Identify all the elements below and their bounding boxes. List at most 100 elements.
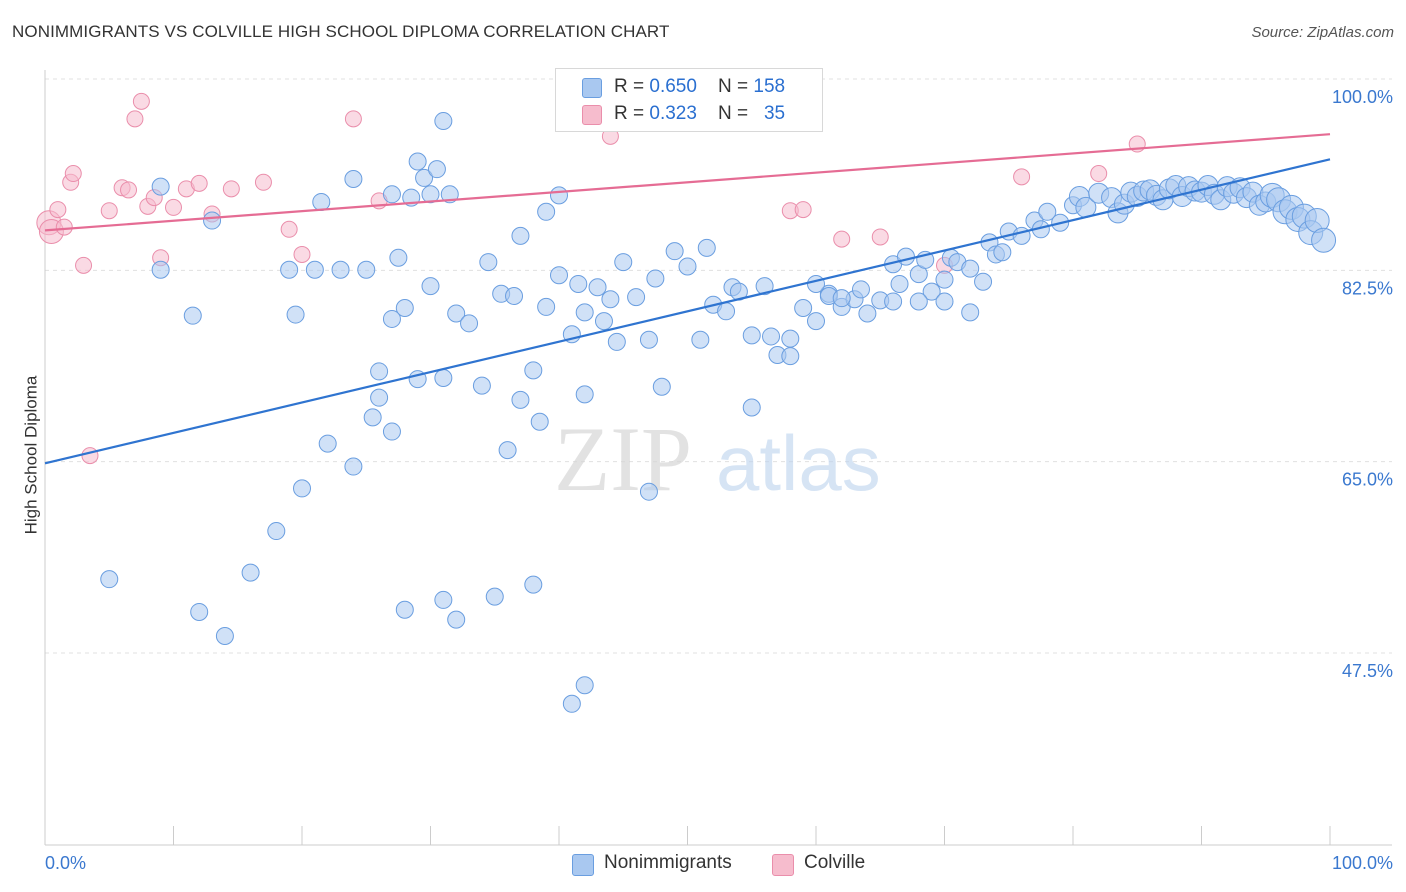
nonimmigrants-point [382,309,401,328]
bottom-legend-label: Colville [804,852,866,873]
nonimmigrants-point [601,290,620,309]
nonimmigrants-point [884,292,903,311]
nonimmigrants-point [762,327,781,346]
nonimmigrants-point [215,627,234,646]
nonimmigrants-point [781,329,800,348]
y-tick-labels: 100.0% 82.5% 65.0% 47.5% [1332,87,1393,681]
nonimmigrants-point [447,304,466,323]
legend-r-label: R = [614,103,650,124]
nonimmigrants-point [151,177,170,196]
colville-point [190,174,208,192]
nonimmigrants-point [505,286,524,305]
legend-r-value: 0.323 [649,103,697,124]
nonimmigrants-point [472,376,491,395]
nonimmigrants-point [575,676,594,695]
nonimmigrants-point [395,299,414,318]
nonimmigrants-point [807,274,825,293]
nonimmigrants-point [312,192,331,211]
colville-trendline [44,133,1331,232]
colville-point [833,230,851,248]
nonimmigrants-point [530,412,549,431]
trendlines [44,133,1331,465]
nonimmigrants-point [267,522,286,541]
nonimmigrants-point [421,185,440,204]
nonimmigrants-point [665,242,684,261]
x-tick-label: 0.0% [45,853,86,873]
x-tick-labels: 0.0% 100.0% [45,853,1393,873]
nonimmigrants-point [858,304,877,323]
nonimmigrants-point [922,282,941,301]
legend-swatch-blue [582,78,602,98]
nonimmigrants-point [742,398,761,417]
nonimmigrants-point [511,390,530,409]
nonimmigrants-point [961,303,980,322]
colville-point [55,218,73,236]
nonimmigrants-point [569,274,588,293]
bottom-legend-swatch-pink [772,854,794,876]
colville-point [120,181,138,199]
colville-point [1090,165,1108,183]
nonimmigrants-point [331,260,350,279]
nonimmigrants-point [537,202,556,221]
nonimmigrants-point [935,292,954,311]
nonimmigrants-point [344,170,363,188]
nonimmigrants-point [691,330,710,349]
colville-point [344,110,362,128]
nonimmigrants-point [100,570,119,589]
legend-n-value: 35 [763,103,786,124]
colville-point [1013,168,1031,186]
nonimmigrants-point [363,408,382,427]
nonimmigrants-point [974,272,993,291]
nonimmigrants-point [524,361,543,380]
y-tick-label: 47.5% [1342,661,1393,681]
nonimmigrants-points [100,112,1337,713]
nonimmigrants-point [524,575,543,594]
nonimmigrants-point [781,347,800,366]
nonimmigrants-point [370,362,389,381]
nonimmigrants-point [717,302,736,321]
nonimmigrants-point [652,377,671,396]
nonimmigrants-point [1311,227,1337,253]
nonimmigrants-point [588,278,607,297]
colville-point [280,220,298,238]
colville-point [132,92,150,110]
nonimmigrants-point [434,590,453,609]
source-label: Source: ZipAtlas.com [1251,24,1394,41]
colville-point [165,198,182,216]
nonimmigrants-point [678,257,697,276]
nonimmigrants-point [485,587,504,606]
nonimmigrants-point [203,211,222,230]
nonimmigrants-point [357,260,376,279]
legend-n-label: N = [718,103,754,124]
colville-point [64,165,82,183]
nonimmigrants-point [305,260,324,279]
nonimmigrants-point [370,388,389,407]
nonimmigrants-point [614,253,633,272]
bottom-legend-swatch-blue [572,854,594,876]
nonimmigrants-point [607,332,626,351]
nonimmigrants-point [742,326,761,345]
x-tick-label: 100.0% [1332,853,1393,873]
nonimmigrants-point [594,312,613,331]
nonimmigrants-point [440,185,459,204]
nonimmigrants-point [241,563,260,582]
colville-point [254,173,272,191]
nonimmigrants-point [190,602,209,621]
nonimmigrants-point [993,243,1012,262]
legend-r-label: R = [614,76,650,97]
nonimmigrants-point [575,303,594,322]
nonimmigrants-point [427,160,446,179]
nonimmigrants-point [627,288,646,307]
legend-swatch-pink [582,105,602,125]
nonimmigrants-point [851,280,870,299]
nonimmigrants-point [755,277,774,296]
nonimmigrants-point [961,259,980,278]
nonimmigrants-point [434,368,453,387]
nonimmigrants-point [382,185,401,204]
nonimmigrants-point [1038,202,1057,221]
nonimmigrants-point [151,260,170,279]
colville-point [126,110,144,128]
nonimmigrants-point [639,330,658,349]
colville-point [75,256,93,274]
